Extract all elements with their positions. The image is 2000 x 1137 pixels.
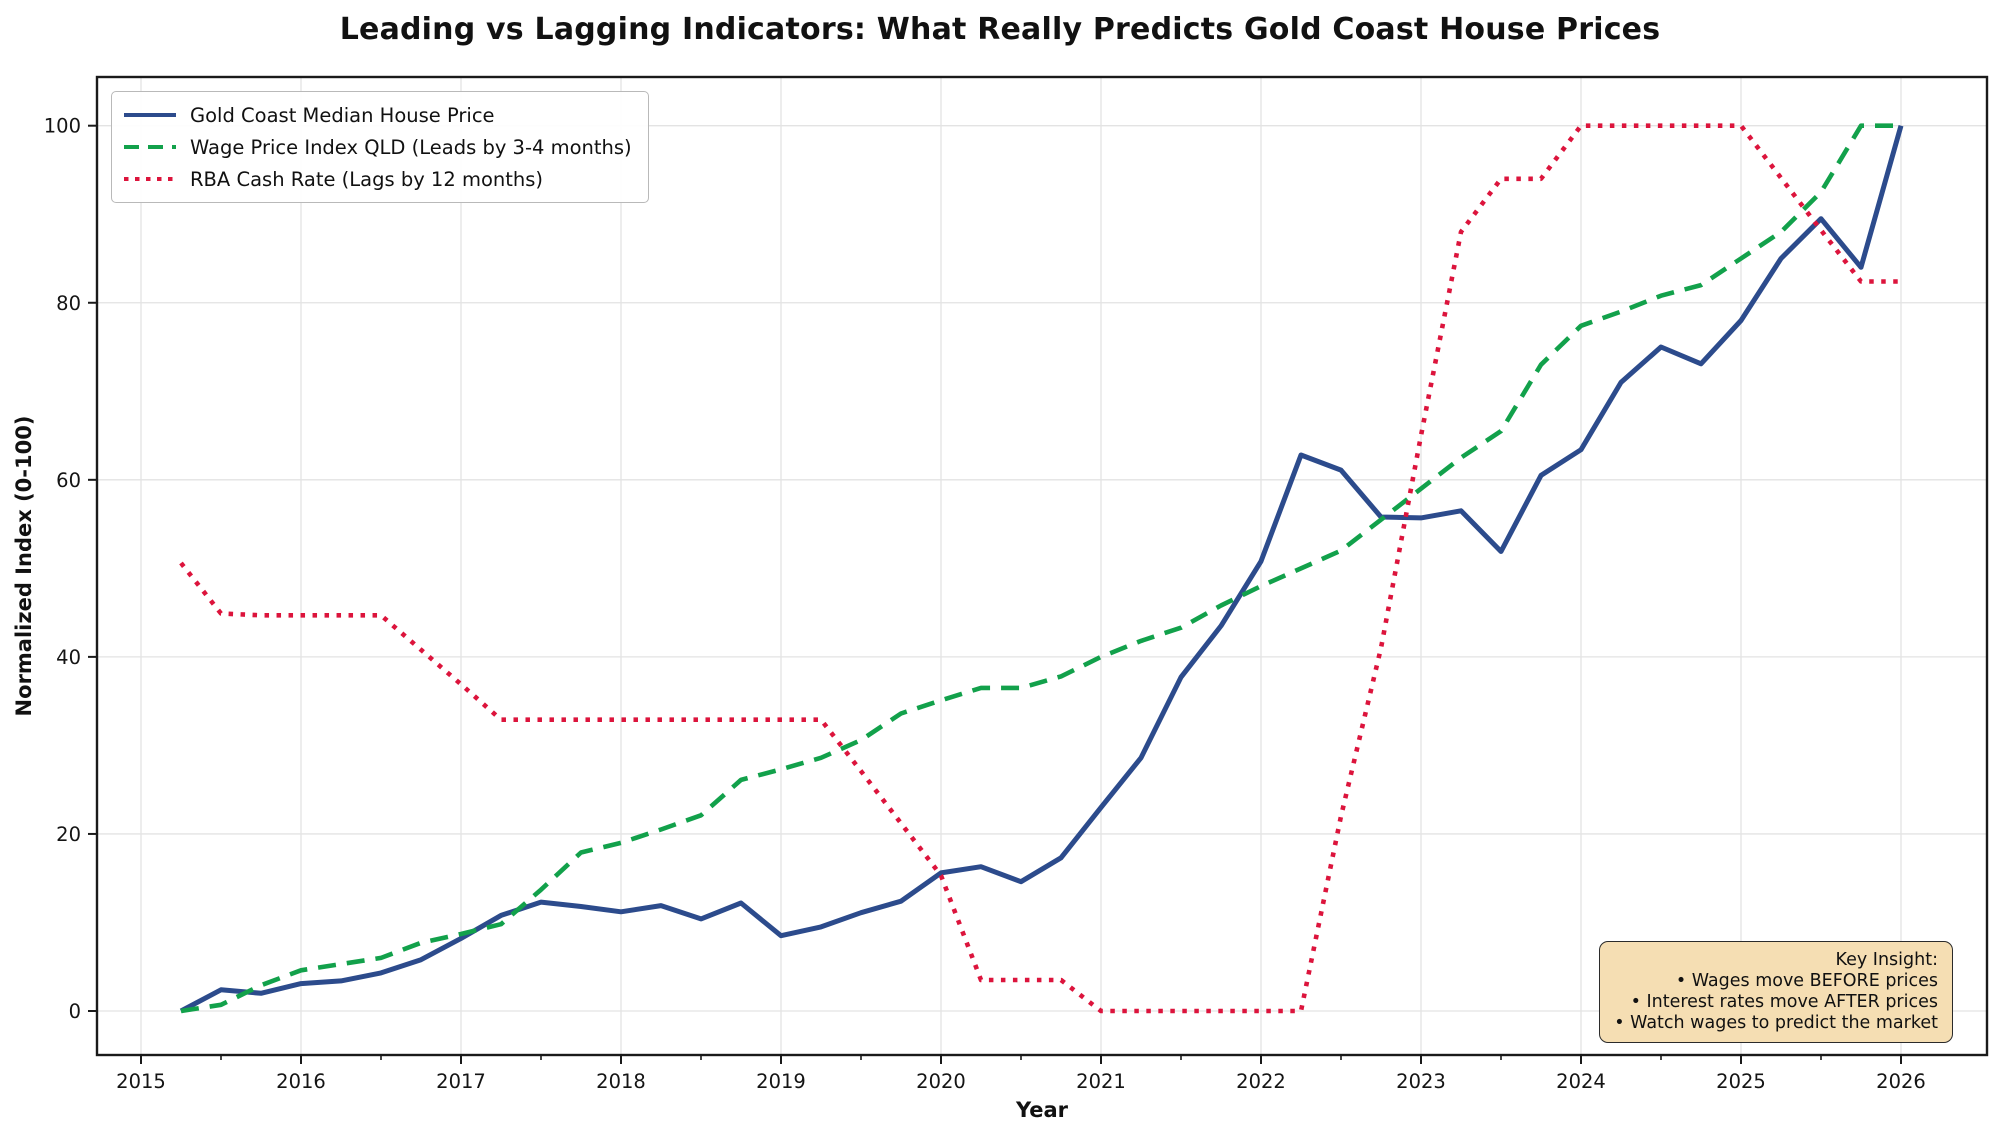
y-tick-label: 80 (56, 292, 81, 315)
x-tick-label: 2016 (276, 1070, 326, 1093)
gridlines (97, 77, 1987, 1055)
series-line-1 (180, 123, 1901, 1014)
x-tick-label: 2022 (1236, 1070, 1286, 1093)
y-tick-label: 100 (44, 115, 81, 138)
x-tick-label: 2020 (916, 1070, 966, 1093)
x-axis-label: Year (1015, 1098, 1069, 1122)
x-tick-label: 2023 (1396, 1070, 1446, 1093)
house-price-line-sample-icon (124, 112, 176, 118)
x-tick-label: 2025 (1716, 1070, 1766, 1093)
legend-item-house-price: Gold Coast Median House Price (124, 99, 632, 131)
key-insight-box: Key Insight: • Wages move BEFORE prices … (1599, 941, 1953, 1043)
legend: Gold Coast Median House Price Wage Price… (111, 91, 649, 203)
series-line-0 (179, 125, 1904, 1014)
wage-index-line-sample-icon (124, 144, 176, 150)
x-tick-label: 2019 (756, 1070, 806, 1093)
key-insight-bullet-1: • Wages move BEFORE prices (1675, 971, 1938, 991)
y-tick-label: 0 (69, 1000, 81, 1023)
legend-label-house-price: Gold Coast Median House Price (190, 103, 495, 127)
chart-title: Leading vs Lagging Indicators: What Real… (339, 12, 1661, 47)
series-lines (179, 123, 1904, 1014)
y-tick-label: 60 (56, 469, 81, 492)
axis-ticks: 2015 2016 2017 2018 2019 2020 2021 2022 2023 2024… (44, 115, 1926, 1093)
key-insight-bullet-2: • Interest rates move AFTER prices (1630, 992, 1938, 1012)
x-tick-label: 2021 (1076, 1070, 1126, 1093)
cash-rate-line-sample-icon (124, 176, 176, 182)
y-tick-label: 40 (56, 646, 81, 669)
x-tick-label: 2026 (1876, 1070, 1926, 1093)
x-tick-label: 2015 (116, 1070, 166, 1093)
key-insight-title: Key Insight: (1835, 950, 1938, 970)
legend-item-cash-rate: RBA Cash Rate (Lags by 12 months) (124, 163, 632, 195)
y-tick-label: 20 (56, 823, 81, 846)
x-tick-label: 2017 (436, 1070, 486, 1093)
legend-label-cash-rate: RBA Cash Rate (Lags by 12 months) (190, 167, 543, 191)
x-tick-label: 2018 (596, 1070, 646, 1093)
legend-label-wage-index: Wage Price Index QLD (Leads by 3-4 month… (190, 135, 632, 159)
series-line-2 (179, 123, 1901, 1014)
plot-frame (95, 75, 1989, 1057)
key-insight-bullet-3: • Watch wages to predict the market (1614, 1013, 1938, 1033)
x-tick-label: 2024 (1556, 1070, 1606, 1093)
y-axis-label: Normalized Index (0-100) (12, 415, 36, 717)
legend-item-wage-index: Wage Price Index QLD (Leads by 3-4 month… (124, 131, 632, 163)
